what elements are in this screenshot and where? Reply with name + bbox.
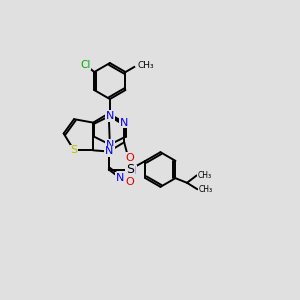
Text: N: N	[106, 140, 114, 150]
Text: CH₃: CH₃	[137, 61, 154, 70]
Text: N: N	[128, 166, 136, 176]
Text: Cl: Cl	[80, 60, 91, 70]
Text: N: N	[106, 111, 114, 121]
Text: S: S	[70, 145, 78, 155]
Text: CH₃: CH₃	[198, 171, 212, 180]
Text: O: O	[126, 152, 134, 163]
Text: S: S	[126, 163, 134, 176]
Text: N: N	[116, 173, 124, 183]
Text: CH₃: CH₃	[198, 185, 212, 194]
Text: N: N	[104, 146, 113, 157]
Text: N: N	[120, 118, 128, 128]
Text: O: O	[126, 176, 134, 187]
